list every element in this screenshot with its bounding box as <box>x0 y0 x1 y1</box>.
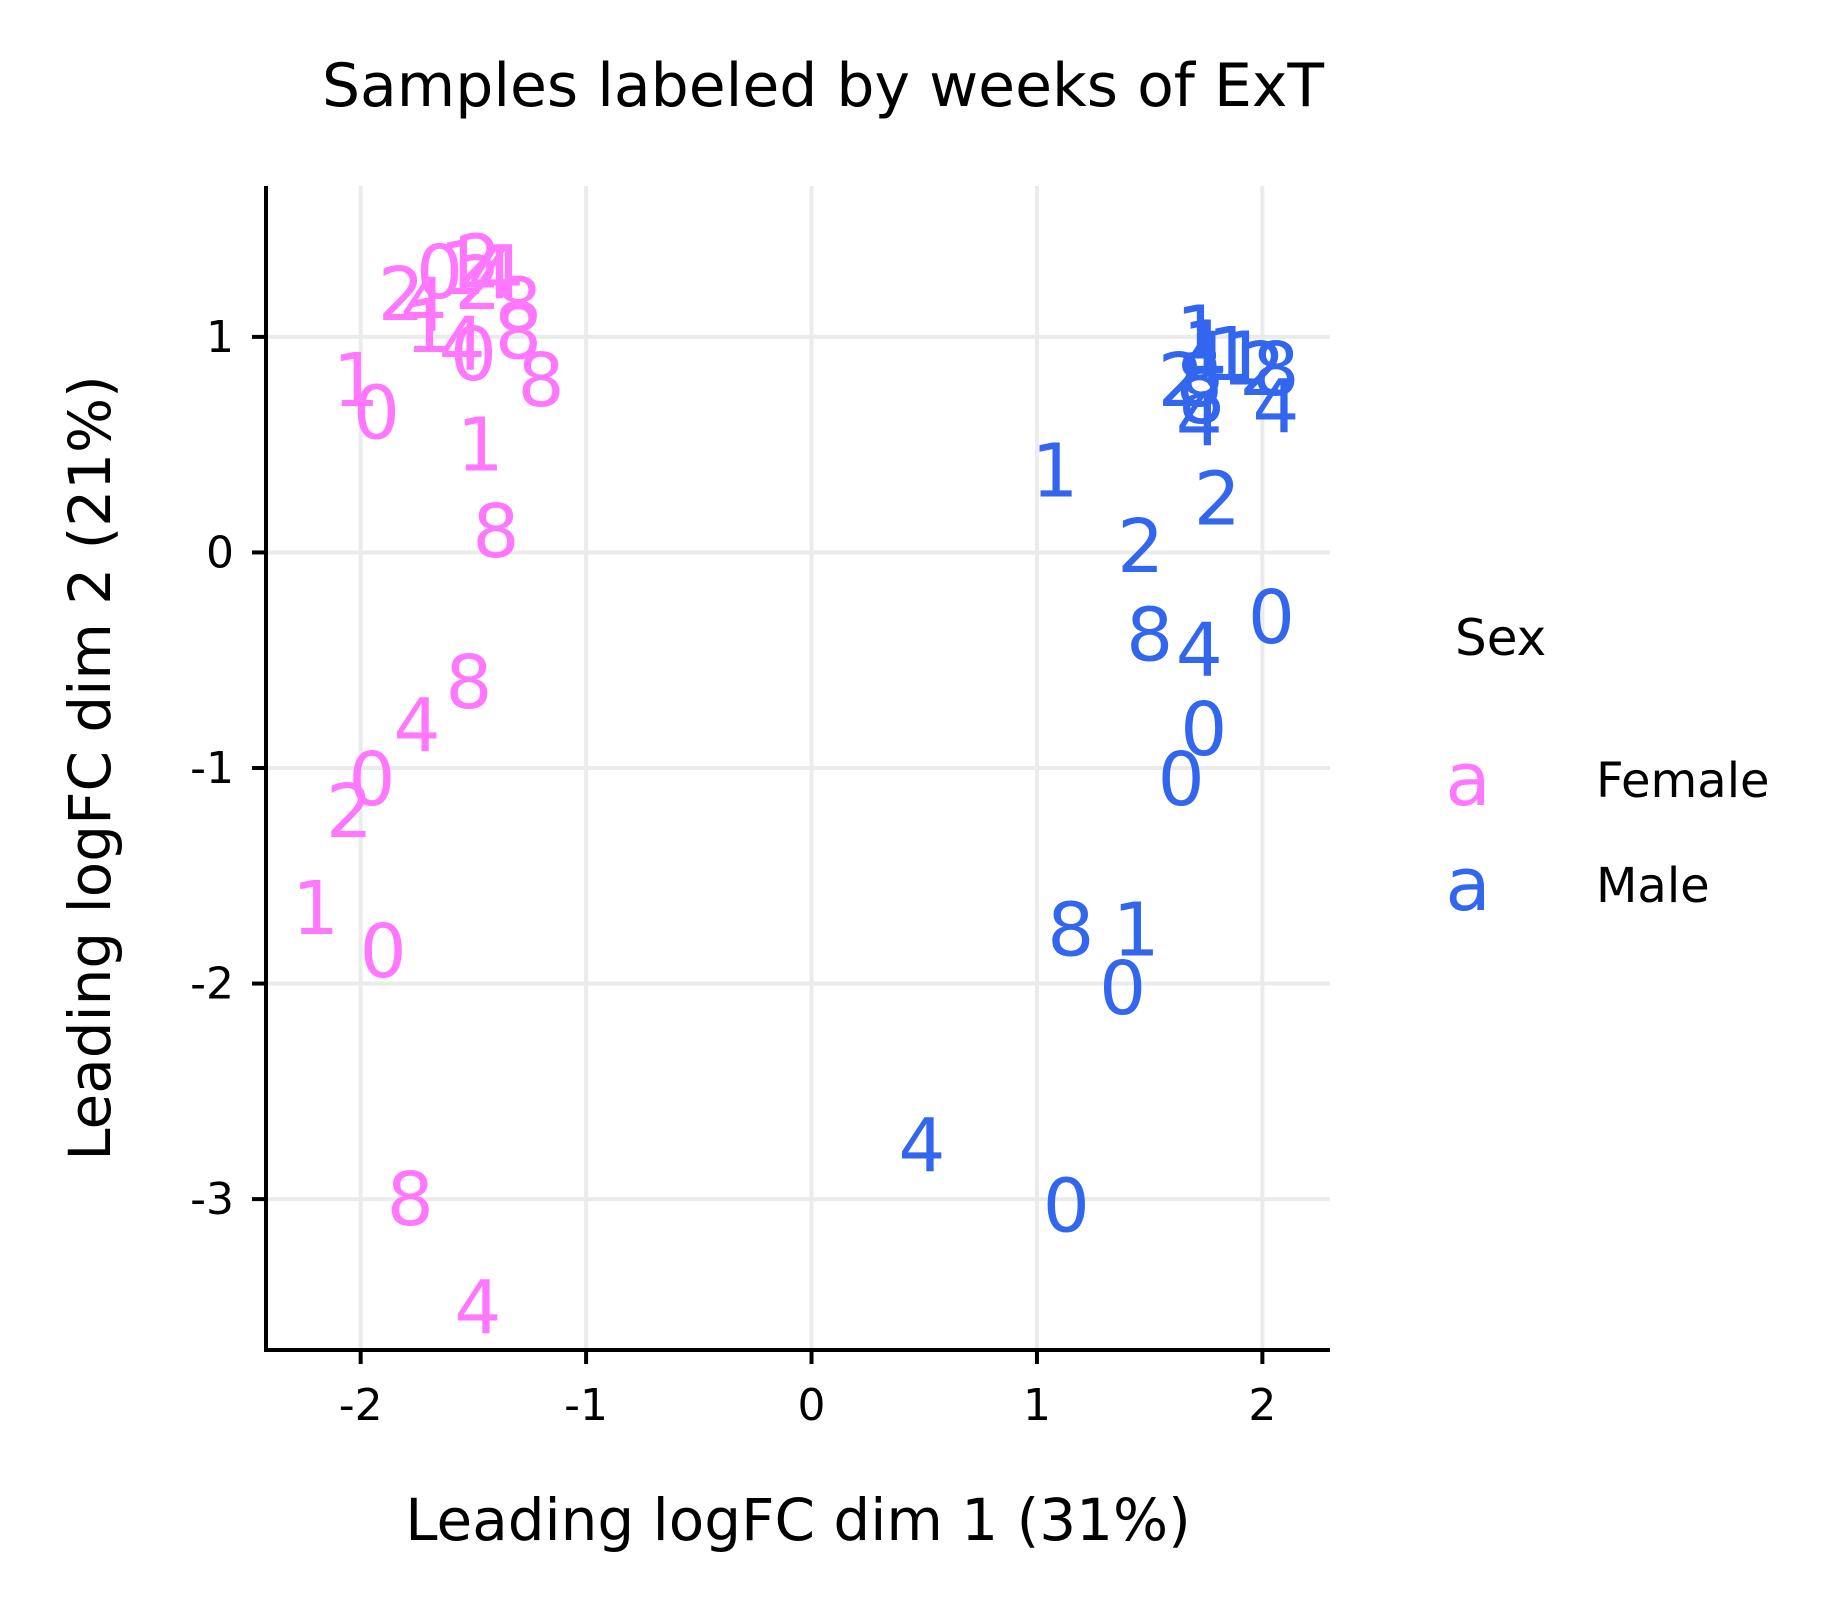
data-point-label: 8 <box>387 1157 434 1243</box>
data-point-label: 4 <box>1180 316 1227 402</box>
x-axis-ticks: -2 -1 0 1 2 <box>339 1350 1276 1431</box>
data-point-label: 1 <box>1176 291 1223 377</box>
data-point-label: 8 <box>1126 592 1173 678</box>
y-axis-ticks: -3 -2 -1 0 1 <box>190 312 266 1225</box>
x-axis-label: Leading logFC dim 1 (31%) <box>405 1486 1191 1554</box>
data-point-label: 4 <box>477 230 524 316</box>
data-point-label: 8 <box>445 640 492 726</box>
data-point-label: 1 <box>292 866 339 952</box>
data-point-label: 0 <box>416 230 463 316</box>
data-point-label: 4 <box>1252 364 1299 450</box>
data-point-label: 2 <box>454 219 501 305</box>
data-point-label: 2 <box>1239 327 1286 413</box>
data-point-label: 0 <box>1180 687 1227 773</box>
data-point-label: 1 <box>1182 306 1229 392</box>
y-tick-label: 0 <box>206 527 234 578</box>
data-point-label: 8 <box>495 263 542 349</box>
data-point-label: 1 <box>1031 429 1078 515</box>
data-point-label: 1 <box>439 226 486 312</box>
legend: Sex a Female a Male <box>1445 609 1769 928</box>
legend-key-male: a <box>1445 842 1490 928</box>
x-tick-label: 1 <box>1023 1380 1051 1431</box>
data-point-label: 0 <box>450 312 497 398</box>
data-point-label: 1 <box>405 284 452 370</box>
y-tick-label: -3 <box>190 1174 234 1225</box>
x-tick-label: 0 <box>798 1380 826 1431</box>
data-point-label: 8 <box>517 338 564 424</box>
data-point-label: 1 <box>1207 312 1254 398</box>
data-point-label: 0 <box>1158 737 1205 823</box>
legend-title: Sex <box>1455 609 1546 667</box>
data-point-label: 4 <box>468 230 515 316</box>
data-point-label: 1 <box>457 403 504 489</box>
data-point-label: 0 <box>1043 1164 1090 1250</box>
data-point-label: 0 <box>348 737 395 823</box>
data-point-label: 2 <box>1194 457 1241 543</box>
data-point-label: 4 <box>898 1103 945 1189</box>
data-point-label: 1 <box>1113 888 1160 974</box>
data-point-label: 1 <box>333 338 380 424</box>
y-tick-label: -2 <box>190 959 234 1010</box>
data-point-label: 4 <box>400 263 447 349</box>
data-point-label: 4 <box>439 301 486 387</box>
legend-key-female: a <box>1445 737 1490 823</box>
data-point-label: 8 <box>1252 327 1299 413</box>
data-point-label: 2 <box>326 769 373 855</box>
x-tick-label: -2 <box>339 1380 383 1431</box>
y-axis-label: Leading logFC dim 2 (21%) <box>56 375 124 1161</box>
data-point-label: 2 <box>1117 504 1164 590</box>
y-tick-label: 1 <box>206 312 234 363</box>
data-point-label: 4 <box>1176 607 1223 693</box>
y-tick-label: -1 <box>190 743 234 794</box>
grid-lines <box>266 186 1330 1350</box>
data-point-label: 0 <box>353 370 400 456</box>
data-point-label: 8 <box>1047 888 1094 974</box>
data-point-label: 8 <box>1176 338 1223 424</box>
data-point-label: 4 <box>454 1265 501 1351</box>
data-point-label: 8 <box>472 489 519 575</box>
data-point-label: 2 <box>1158 338 1205 424</box>
data-point-label: 0 <box>1099 946 1146 1032</box>
data-point-label: 8 <box>1178 355 1225 441</box>
data-point-label: 8 <box>495 291 542 377</box>
x-tick-label: 2 <box>1248 1380 1276 1431</box>
legend-label-female: Female <box>1596 753 1770 809</box>
data-point-label: 2 <box>378 252 425 338</box>
data-point-label: 0 <box>360 909 407 995</box>
chart-title: Samples labeled by weeks of ExT <box>322 51 1324 121</box>
data-point-label: 1 <box>1221 316 1268 402</box>
data-point-label: 4 <box>1176 377 1223 463</box>
x-tick-label: -1 <box>564 1380 608 1431</box>
legend-label-male: Male <box>1596 858 1710 914</box>
data-point-label: 2 <box>454 241 501 327</box>
data-point-label: 0 <box>1248 575 1295 661</box>
data-point-label: 4 <box>393 683 440 769</box>
